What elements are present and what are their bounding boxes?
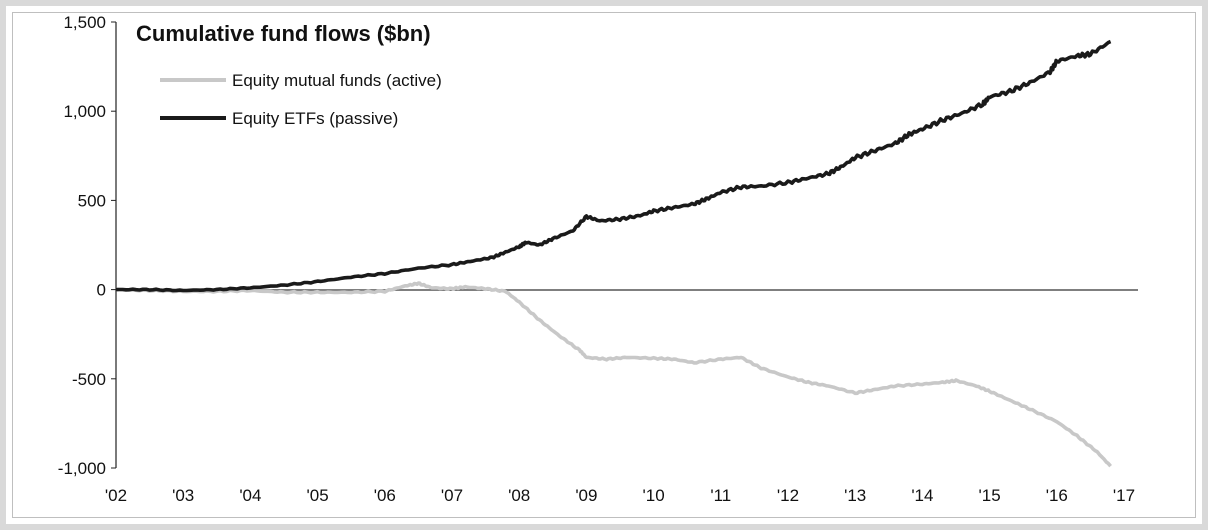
x-tick-label: '07 [441, 486, 463, 505]
x-tick-group: '02 '03 '04 '05 '06 '07 '08 '09 '10 '11 '12 '13 '14 '… [105, 486, 1135, 505]
chart-inner-border [12, 12, 1196, 518]
x-tick-label: '15 [979, 486, 1001, 505]
y-tick-group: 1,500 1,000 500 0 -500 -1,000 [58, 13, 116, 478]
x-tick-label: '06 [374, 486, 396, 505]
x-tick-label: '13 [844, 486, 866, 505]
x-tick-label: '16 [1046, 486, 1068, 505]
series-layer [115, 39, 1112, 468]
series-line-etfs-passive [115, 39, 1112, 293]
x-tick-label: '03 [172, 486, 194, 505]
y-tick-label: 1,500 [63, 13, 106, 32]
x-tick-label: '11 [710, 486, 731, 505]
x-tick-label: '08 [508, 486, 530, 505]
y-tick-label: -1,000 [58, 459, 106, 478]
y-tick-label: 500 [78, 191, 106, 210]
y-tick-label: -500 [72, 370, 106, 389]
x-tick-label: '10 [643, 486, 665, 505]
x-tick-label: '14 [911, 486, 933, 505]
series-line-mutual-funds-active [115, 281, 1112, 468]
y-tick-label: 1,000 [63, 102, 106, 121]
legend: Equity mutual funds (active) Equity ETFs… [160, 71, 442, 128]
x-tick-label: '12 [777, 486, 799, 505]
x-tick-label: '02 [105, 486, 127, 505]
x-tick-label: '17 [1113, 486, 1135, 505]
legend-label-active: Equity mutual funds (active) [232, 71, 442, 90]
chart-title: Cumulative fund flows ($bn) [136, 21, 431, 46]
x-tick-label: '09 [575, 486, 597, 505]
x-tick-label: '05 [307, 486, 329, 505]
axes [115, 22, 1138, 468]
legend-label-passive: Equity ETFs (passive) [232, 109, 398, 128]
y-tick-label: 0 [97, 281, 106, 300]
x-tick-label: '04 [239, 486, 261, 505]
